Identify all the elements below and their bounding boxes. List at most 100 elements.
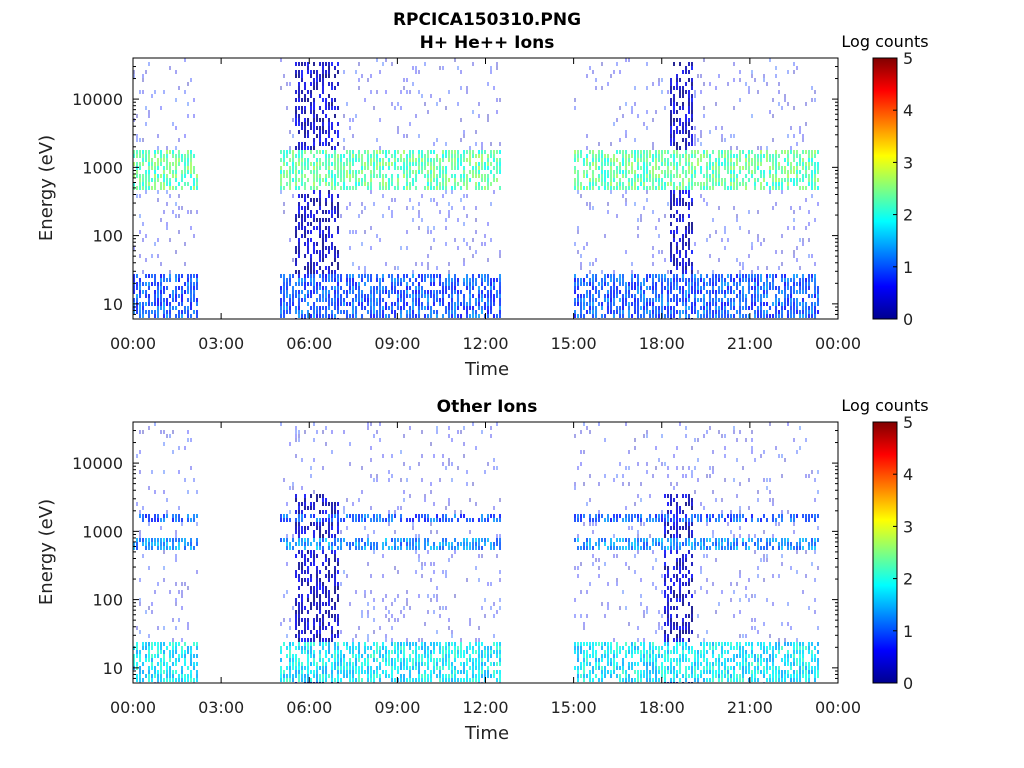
spectrogram-cell xyxy=(328,70,330,74)
spectrogram-cell xyxy=(334,538,336,542)
spectrogram-cell xyxy=(793,154,795,158)
spectrogram-cell xyxy=(316,314,318,318)
spectrogram-cell xyxy=(352,306,354,310)
spectrogram-cell xyxy=(298,518,300,522)
spectrogram-cell xyxy=(418,286,420,290)
spectrogram-cell xyxy=(298,210,300,214)
spectrogram-cell xyxy=(676,154,678,158)
spectrogram-cell xyxy=(463,130,465,134)
spectrogram-cell xyxy=(445,282,447,286)
spectrogram-cell xyxy=(673,162,675,166)
spectrogram-cell xyxy=(736,174,738,178)
spectrogram-cell xyxy=(379,306,381,310)
spectrogram-cell xyxy=(670,214,672,218)
spectrogram-cell xyxy=(304,118,306,122)
spectrogram-cell xyxy=(340,546,342,550)
spectrogram-cell xyxy=(151,542,153,546)
spectrogram-cell xyxy=(442,290,444,294)
spectrogram-cells xyxy=(133,422,819,683)
spectrogram-cell xyxy=(190,166,192,170)
spectrogram-cell xyxy=(715,314,717,318)
spectrogram-cell xyxy=(793,62,795,66)
spectrogram-cell xyxy=(307,290,309,294)
spectrogram-cell xyxy=(403,78,405,82)
spectrogram-cell xyxy=(670,114,672,118)
spectrogram-cell xyxy=(397,178,399,182)
spectrogram-cell xyxy=(388,470,390,474)
spectrogram-cell xyxy=(799,206,801,210)
spectrogram-cell xyxy=(133,662,135,666)
spectrogram-cell xyxy=(616,170,618,174)
spectrogram-cell xyxy=(418,162,420,166)
spectrogram-cell xyxy=(178,542,180,546)
spectrogram-cell xyxy=(676,74,678,78)
spectrogram-cell xyxy=(349,442,351,446)
spectrogram-cell xyxy=(430,166,432,170)
spectrogram-cell xyxy=(319,606,321,610)
spectrogram-cell xyxy=(310,214,312,218)
spectrogram-cell xyxy=(763,170,765,174)
spectrogram-cell xyxy=(739,150,741,154)
spectrogram-cell xyxy=(418,290,420,294)
spectrogram-cell xyxy=(322,246,324,250)
spectrogram-cell xyxy=(280,646,282,650)
spectrogram-cell xyxy=(727,282,729,286)
spectrogram-cell xyxy=(646,286,648,290)
spectrogram-cell xyxy=(685,306,687,310)
spectrogram-cell xyxy=(172,122,174,126)
spectrogram-cell xyxy=(745,306,747,310)
spectrogram-cell xyxy=(373,478,375,482)
spectrogram-cell xyxy=(679,162,681,166)
spectrogram-cell xyxy=(310,494,312,498)
spectrogram-cell xyxy=(313,106,315,110)
spectrogram-cell xyxy=(352,518,354,522)
spectrogram-cell xyxy=(397,306,399,310)
spectrogram-cell xyxy=(811,178,813,182)
x-tick-label: 06:00 xyxy=(286,334,332,353)
spectrogram-cell xyxy=(310,146,312,150)
spectrogram-cell xyxy=(325,174,327,178)
spectrogram-cell xyxy=(439,158,441,162)
spectrogram-cell xyxy=(595,278,597,282)
spectrogram-cell xyxy=(574,154,576,158)
spectrogram-cell xyxy=(445,174,447,178)
spectrogram-cell xyxy=(580,310,582,314)
spectrogram-cell xyxy=(652,166,654,170)
spectrogram-cell xyxy=(355,282,357,286)
spectrogram-cell xyxy=(586,186,588,190)
spectrogram-cell xyxy=(184,650,186,654)
spectrogram-cell xyxy=(448,306,450,310)
spectrogram-cell xyxy=(781,250,783,254)
spectrogram-cell xyxy=(721,310,723,314)
spectrogram-cell xyxy=(316,578,318,582)
spectrogram-cell xyxy=(439,98,441,102)
spectrogram-cell xyxy=(139,450,141,454)
spectrogram-cell xyxy=(145,178,147,182)
spectrogram-cell xyxy=(181,178,183,182)
spectrogram-cell xyxy=(757,282,759,286)
spectrogram-cell xyxy=(673,118,675,122)
spectrogram-cell xyxy=(574,302,576,306)
spectrogram-cell xyxy=(145,658,147,662)
spectrogram-cell xyxy=(313,142,315,146)
spectrogram-cell xyxy=(649,174,651,178)
spectrogram-cell xyxy=(139,602,141,606)
spectrogram-cell xyxy=(304,314,306,318)
spectrogram-cell xyxy=(280,186,282,190)
spectrogram-cell xyxy=(424,278,426,282)
spectrogram-cell xyxy=(697,290,699,294)
spectrogram-cell xyxy=(304,210,306,214)
spectrogram-cell xyxy=(328,278,330,282)
spectrogram-cell xyxy=(664,278,666,282)
spectrogram-cell xyxy=(670,290,672,294)
spectrogram-cell xyxy=(184,58,186,62)
spectrogram-cell xyxy=(298,502,300,506)
spectrogram-cell xyxy=(292,162,294,166)
spectrogram-cell xyxy=(301,126,303,130)
spectrogram-cell xyxy=(748,158,750,162)
spectrogram-cell xyxy=(466,214,468,218)
spectrogram-cell xyxy=(631,282,633,286)
spectrogram-cell xyxy=(283,538,285,542)
spectrogram-cell xyxy=(304,646,306,650)
spectrogram-cell xyxy=(601,162,603,166)
